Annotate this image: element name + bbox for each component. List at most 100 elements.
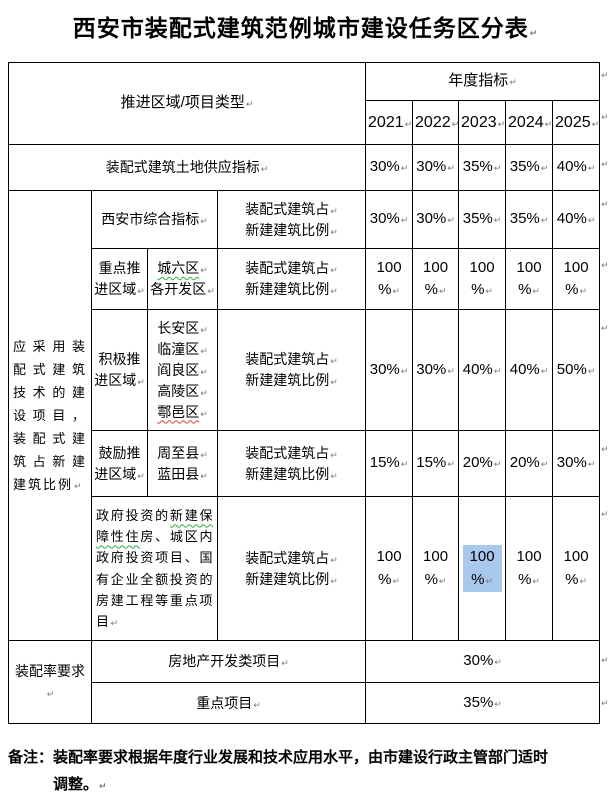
- active-zone-value-cell[interactable]: 40%↵: [505, 309, 554, 431]
- paragraph-mark-icon: ↵: [200, 325, 208, 336]
- active-zone-value-cell[interactable]: 30%↵: [365, 309, 414, 431]
- encourage-zone-value-cell[interactable]: 30%↵: [552, 430, 601, 497]
- paragraph-mark-icon: ↵: [400, 216, 409, 227]
- metric-cell[interactable]: 装配式建筑占↵ 新建建筑比例↵: [216, 496, 367, 641]
- paragraph-mark-icon: ↵: [587, 216, 596, 227]
- paragraph-mark-icon: ↵: [438, 576, 447, 587]
- footnote[interactable]: 备注：装配率要求根据年度行业发展和技术应用水平，由市建设行政主管部门适时 调整。…: [8, 744, 611, 798]
- metric-cell[interactable]: 装配式建筑占↵ 新建建筑比例↵: [216, 309, 367, 431]
- realestate-label-cell[interactable]: 房地产开发类项目↵: [90, 640, 367, 683]
- encourage-zone-value-cell[interactable]: 15%↵: [365, 430, 414, 497]
- assembly-rate-label: 装配率要求: [15, 663, 85, 679]
- assembly-rate-group-cell[interactable]: 装配率要求 ↵: [8, 640, 92, 724]
- zone-text-spelling-marked: 鄠邑区: [157, 403, 200, 420]
- metric-cell[interactable]: 装配式建筑占↵ 新建建筑比例↵: [216, 190, 367, 249]
- encourage-zone-value-cell[interactable]: 20%↵: [458, 430, 507, 497]
- encourage-zone-value-cell[interactable]: 15%↵: [412, 430, 460, 497]
- value: 30%: [369, 158, 400, 176]
- land-supply-value-cell[interactable]: 40%↵: [552, 144, 601, 191]
- composite-value-cell[interactable]: 30%↵: [412, 190, 460, 249]
- paragraph-mark-icon: ↵: [330, 555, 338, 566]
- key-zone-value-cell[interactable]: 100 %↵: [365, 248, 414, 310]
- government-value-cell[interactable]: 100 %↵: [505, 496, 554, 641]
- key-project-value-cell[interactable]: 35%↵: [365, 682, 601, 724]
- zone-text: 各开发区: [150, 281, 207, 297]
- land-supply-value-cell[interactable]: 35%↵: [458, 144, 507, 191]
- task-table: 推进区域/项目类型↵ 年度指标↵ 2021↵ 2022↵ 2023↵ 2024↵…: [7, 62, 601, 724]
- active-zone-value-cell[interactable]: 40%↵: [458, 309, 507, 431]
- key-project-label-cell[interactable]: 重点项目↵: [90, 682, 367, 724]
- encourage-zone-area-cell[interactable]: 鼓励推进区域↵: [91, 430, 148, 497]
- year-cell-2021[interactable]: 2021↵: [365, 100, 414, 145]
- paragraph-mark-icon: ↵: [400, 460, 409, 471]
- row-end-mark-icon: ↵: [601, 160, 609, 170]
- metric-line: 装配式建筑占↵: [220, 349, 363, 370]
- composite-value-cell[interactable]: 30%↵: [365, 190, 414, 249]
- government-value-cell[interactable]: 100 %↵: [552, 496, 601, 641]
- metric-text: 装配式建筑占: [245, 351, 330, 367]
- annual-index-header-cell[interactable]: 年度指标↵: [365, 62, 601, 101]
- composite-label-cell[interactable]: 西安市综合指标↵: [91, 190, 218, 249]
- land-supply-value-cell[interactable]: 30%↵: [412, 144, 460, 191]
- table-row: 推进区域/项目类型↵ 年度指标↵: [7, 62, 601, 145]
- composite-value-cell[interactable]: 35%↵: [505, 190, 554, 249]
- metric-text: 新建建筑比例: [245, 372, 330, 388]
- paragraph-mark-icon: ↵: [494, 658, 502, 669]
- year-cell-2022[interactable]: 2022↵: [412, 100, 460, 145]
- paragraph-mark-icon: ↵: [497, 119, 506, 130]
- year-cell-2024[interactable]: 2024↵: [505, 100, 554, 145]
- government-value-cell-selected[interactable]: 100 %↵: [458, 496, 507, 641]
- land-supply-value-cell[interactable]: 30%↵: [365, 144, 414, 191]
- composite-value-cell[interactable]: 35%↵: [458, 190, 507, 249]
- paragraph-mark-icon: ↵: [493, 216, 502, 227]
- key-zone-list-cell[interactable]: 城六区↵ 各开发区↵: [147, 248, 218, 310]
- active-zone-value-cell[interactable]: 50%↵: [552, 309, 601, 431]
- active-zone-area-cell[interactable]: 积极推进区域↵: [91, 309, 148, 431]
- page-title[interactable]: 西安市装配式建筑范例城市建设任务区分表↵: [0, 9, 611, 43]
- encourage-zone-list-cell[interactable]: 周至县↵ 蓝田县↵: [147, 430, 218, 497]
- government-value-cell[interactable]: 100 %↵: [365, 496, 414, 641]
- metric-cell[interactable]: 装配式建筑占↵ 新建建筑比例↵: [216, 248, 367, 310]
- year-label: 2022: [415, 113, 451, 131]
- land-supply-label-cell[interactable]: 装配式建筑土地供应指标↵: [7, 144, 367, 191]
- paragraph-mark-icon: ↵: [330, 227, 338, 238]
- paragraph-mark-icon: ↵: [137, 287, 145, 297]
- value: 100 %: [376, 258, 402, 299]
- composite-value-cell[interactable]: 40%↵: [552, 190, 601, 249]
- paragraph-mark-icon: ↵: [485, 576, 493, 587]
- key-zone-value-cell[interactable]: 100 %↵: [412, 248, 460, 310]
- left-group-label: 应采用装配式建筑技术的建设项目，装配式建筑占新建建筑比例: [13, 338, 87, 493]
- realestate-value-cell[interactable]: 30%↵: [365, 640, 601, 683]
- encourage-zone-value-cell[interactable]: 20%↵: [505, 430, 554, 497]
- value: 50%: [556, 360, 587, 378]
- paragraph-mark-icon: ↵: [99, 782, 107, 792]
- metric-line: 新建建筑比例↵: [220, 464, 363, 485]
- left-group-cell[interactable]: 应采用装配式建筑技术的建设项目，装配式建筑占新建建筑比例↵: [8, 190, 92, 641]
- paragraph-mark-icon: ↵: [400, 366, 409, 377]
- key-zone-area-cell[interactable]: 重点推进区域↵: [91, 248, 148, 310]
- table-row: 装配率要求↵ 房地产开发类项目↵ 30%↵: [8, 640, 601, 724]
- government-value-cell[interactable]: 100 %↵: [412, 496, 460, 641]
- metric-line: 装配式建筑占↵: [220, 258, 363, 279]
- paragraph-mark-icon: ↵: [110, 618, 119, 629]
- zone-text: 蓝田县: [157, 465, 200, 482]
- government-projects-cell[interactable]: 政府投资的新建保障性住房、城区内政府投资项目、国有企业全额投资的房建工程等重点项…: [91, 496, 218, 641]
- year-cell-2025[interactable]: 2025↵: [552, 100, 601, 145]
- key-zone-value-cell[interactable]: 100 %↵: [505, 248, 554, 310]
- paragraph-mark-icon: ↵: [330, 450, 338, 461]
- key-zone-value-cell[interactable]: 100 %↵: [552, 248, 601, 310]
- active-zone-list-cell[interactable]: 长安区↵ 临潼区↵ 阎良区↵ 高陵区↵ 鄠邑区↵: [147, 309, 218, 431]
- paragraph-mark-icon: ↵: [330, 471, 338, 482]
- paragraph-mark-icon: ↵: [494, 699, 502, 710]
- zone-line: 蓝田县↵: [150, 464, 215, 485]
- value: 35%: [463, 693, 494, 711]
- government-text-grammar-marked: 新建保障性住: [96, 508, 213, 545]
- key-zone-value-cell[interactable]: 100 %↵: [458, 248, 507, 310]
- year-cell-2023[interactable]: 2023↵: [458, 100, 507, 145]
- land-supply-value-cell[interactable]: 35%↵: [505, 144, 554, 191]
- metric-line: 装配式建筑占↵: [220, 443, 363, 464]
- paragraph-mark-icon: ↵: [587, 366, 596, 377]
- region-type-header-cell[interactable]: 推进区域/项目类型↵: [7, 62, 367, 145]
- metric-cell[interactable]: 装配式建筑占↵ 新建建筑比例↵: [216, 430, 367, 497]
- active-zone-value-cell[interactable]: 30%↵: [412, 309, 460, 431]
